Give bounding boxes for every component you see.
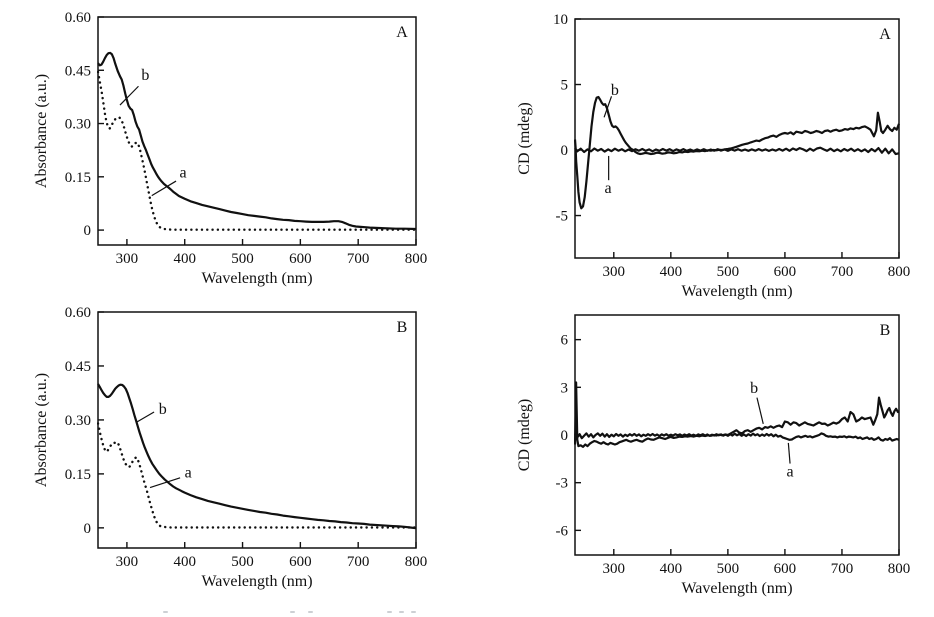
- annotation-line-a: [787, 442, 791, 464]
- chart-cd-panel-A: 300 400 500 600 700 800 -5 0 5 10 Wavelength (nm) C…: [467, 0, 934, 300]
- chart-absorbance-panel-A: 300 400 500 600 700 800 0 0.15 0.30 0.45 0.60 Wavel…: [0, 0, 467, 300]
- y-axis-label: Absorbance (a.u.): [33, 74, 50, 188]
- annotation-label-b: b: [141, 67, 149, 84]
- annotation-label-a: a: [786, 464, 793, 481]
- y-tick-label: 3: [561, 380, 569, 396]
- y-tick-label: 0.15: [65, 170, 91, 186]
- annotation-label-b: b: [611, 82, 619, 99]
- caption-fragment-mark: [411, 611, 416, 613]
- series-b-curve: [97, 51, 417, 231]
- y-tick-label: -3: [556, 476, 569, 492]
- x-tick-label: 600: [774, 561, 797, 577]
- y-tick-label: 0.30: [65, 413, 91, 429]
- x-tick-label: 400: [660, 561, 683, 577]
- x-tick-label: 700: [831, 561, 854, 577]
- annotation-label-a: a: [605, 180, 612, 197]
- chart-svg-abs-B: 300 400 500 600 700 800 0 0.15 0.30 0.45 0.60 Wavel…: [33, 305, 428, 590]
- x-tick-label: 800: [888, 264, 911, 280]
- x-axis-label: Wavelength (nm): [681, 283, 792, 300]
- x-tick-label: 700: [831, 264, 854, 280]
- x-tick-label: 800: [405, 554, 428, 570]
- x-tick-label: 700: [347, 554, 370, 570]
- x-tick-label: 500: [717, 264, 740, 280]
- annotation-line-a: [149, 477, 181, 489]
- x-tick-label: 500: [231, 554, 254, 570]
- y-tick-label: 0.15: [65, 467, 91, 483]
- x-tick-label: 500: [231, 251, 254, 267]
- annotation-label-b: b: [159, 401, 167, 418]
- y-axis-label: CD (mdeg): [516, 102, 533, 174]
- series-a-curve: [574, 146, 900, 156]
- caption-fragment-mark: [308, 611, 313, 613]
- annotation-line-b: [137, 411, 155, 423]
- x-axis-label: Wavelength (nm): [201, 270, 312, 287]
- plot-frame: [97, 311, 417, 549]
- annotation-label-a: a: [185, 464, 192, 481]
- panel-letter-cd-A: A: [879, 26, 891, 43]
- y-tick-label: 10: [553, 12, 568, 28]
- series-b-curve: [574, 381, 900, 448]
- panel-letter-abs-B: B: [397, 319, 408, 336]
- panel-letter-cd-B: B: [880, 322, 891, 339]
- y-tick-label: 0.45: [65, 359, 91, 375]
- series-b-curve: [97, 383, 417, 530]
- y-tick-label: 0.30: [65, 117, 91, 133]
- annotation-line-b: [756, 397, 764, 425]
- plot-frame: [97, 16, 417, 246]
- x-axis-label: Wavelength (nm): [201, 573, 312, 590]
- x-tick-label: 500: [717, 561, 740, 577]
- y-tick-label: 0: [561, 143, 569, 159]
- y-tick-label: 0: [84, 223, 92, 239]
- y-tick-label: 5: [561, 78, 569, 94]
- annotation-line-b: [119, 85, 139, 106]
- x-tick-label: 300: [116, 554, 139, 570]
- x-tick-label: 300: [116, 251, 139, 267]
- caption-fragment-mark: [290, 611, 295, 613]
- annotation-line-a: [151, 180, 177, 197]
- x-tick-label: 400: [173, 251, 196, 267]
- caption-fragment-mark: [163, 611, 168, 613]
- panel-letter-abs-A: A: [396, 24, 408, 41]
- series-b-curve: [574, 95, 900, 210]
- caption-fragment-mark: [387, 611, 392, 613]
- chart-svg-abs-A: 300 400 500 600 700 800 0 0.15 0.30 0.45 0.60 Wavel…: [33, 10, 428, 287]
- y-tick-label: 6: [561, 333, 569, 349]
- caption-fragment-mark: [399, 611, 404, 613]
- y-axis-label: Absorbance (a.u.): [33, 373, 50, 487]
- y-tick-label: 0.45: [65, 63, 91, 79]
- annotation-label-b: b: [750, 380, 758, 397]
- chart-absorbance-panel-B: 300 400 500 600 700 800 0 0.15 0.30 0.45 0.60 Wavel…: [0, 300, 467, 617]
- x-tick-label: 400: [173, 554, 196, 570]
- y-axis-label: CD (mdeg): [516, 399, 533, 471]
- y-tick-label: -5: [556, 209, 569, 225]
- x-tick-label: 600: [289, 554, 312, 570]
- chart-svg-cd-B: 300 400 500 600 700 800 -6 -3 0 3 6 Wavelength (nm)…: [516, 314, 911, 597]
- x-tick-label: 800: [888, 561, 911, 577]
- y-tick-label: 0.60: [65, 10, 91, 26]
- x-tick-label: 700: [347, 251, 370, 267]
- series-a-curve: [574, 432, 900, 442]
- chart-svg-cd-A: 300 400 500 600 700 800 -5 0 5 10 Wavelength (nm) C…: [516, 12, 911, 300]
- x-tick-label: 300: [603, 561, 626, 577]
- y-tick-label: -6: [556, 523, 569, 539]
- annotation-line-b: [603, 96, 613, 118]
- x-axis-label: Wavelength (nm): [681, 580, 792, 597]
- y-tick-label: 0.60: [65, 305, 91, 321]
- x-tick-label: 600: [289, 251, 312, 267]
- x-tick-label: 400: [660, 264, 683, 280]
- x-tick-label: 600: [774, 264, 797, 280]
- x-tick-label: 300: [603, 264, 626, 280]
- annotation-label-a: a: [179, 165, 186, 182]
- x-tick-label: 800: [405, 251, 428, 267]
- chart-cd-panel-B: 300 400 500 600 700 800 -6 -3 0 3 6 Wavelength (nm)…: [467, 300, 934, 617]
- plot-frame: [574, 18, 900, 259]
- y-tick-label: 0: [84, 521, 92, 537]
- y-tick-label: 0: [561, 428, 569, 444]
